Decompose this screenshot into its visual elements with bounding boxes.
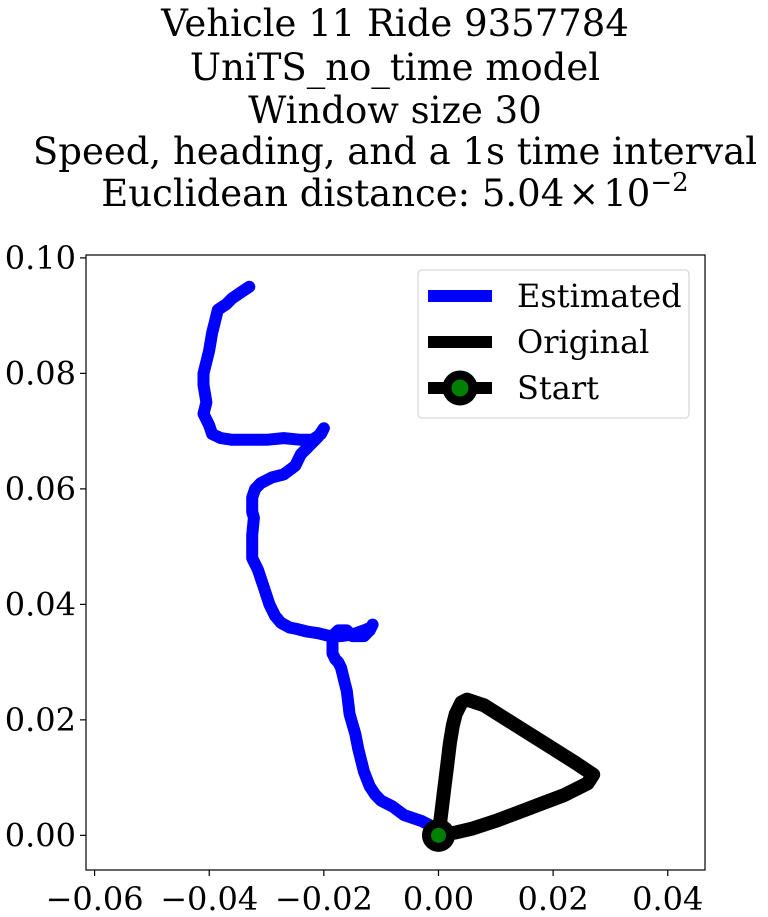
legend-original-label: Original xyxy=(517,323,649,361)
series-layer xyxy=(197,280,601,852)
y-tick-label: 0.00 xyxy=(5,816,76,854)
title-metric-prefix: Euclidean distance: 5.04 xyxy=(101,172,564,215)
y-tick-label: 0.10 xyxy=(5,239,76,277)
title-line-1: Vehicle 11 Ride 9357784 xyxy=(160,2,629,45)
x-tick-label: −0.02 xyxy=(275,880,373,917)
title-line-4: Speed, heading, and a 1s time interval xyxy=(33,130,757,173)
title-line-3: Window size 30 xyxy=(248,89,542,132)
x-tick-label: −0.04 xyxy=(160,880,258,917)
legend: Estimated Original Start xyxy=(417,269,690,419)
title-metric-times: × xyxy=(568,172,599,215)
legend-estimated-label: Estimated xyxy=(517,277,682,315)
title-line-5: Euclidean distance: 5.04 × 10−2 xyxy=(101,168,688,215)
chart-title: Vehicle 11 Ride 9357784 UniTS_no_time mo… xyxy=(33,2,757,215)
y-tick-label: 0.02 xyxy=(5,701,76,739)
axes-frame xyxy=(85,254,706,871)
y-tick-label: 0.08 xyxy=(5,354,76,392)
x-tick-label: 0.02 xyxy=(517,880,588,917)
title-metric-exponent: −2 xyxy=(650,168,688,198)
x-tick-label: 0.04 xyxy=(632,880,703,917)
x-axis-ticks: −0.06 −0.04 −0.02 0.00 0.02 0.04 xyxy=(46,870,703,917)
y-axis-ticks: 0.00 0.02 0.04 0.06 0.08 0.10 xyxy=(5,239,86,854)
legend-frame xyxy=(417,269,690,419)
x-tick-label: −0.06 xyxy=(46,880,144,917)
y-tick-label: 0.04 xyxy=(5,585,76,623)
legend-start-marker xyxy=(442,370,478,406)
x-tick-label: 0.00 xyxy=(403,880,474,917)
start-point-marker xyxy=(421,818,455,852)
original-series-line xyxy=(431,692,601,843)
estimated-series-line xyxy=(197,280,445,842)
legend-start-label: Start xyxy=(517,369,599,407)
y-tick-label: 0.06 xyxy=(5,470,76,508)
title-metric-base: 10 xyxy=(603,172,650,215)
title-line-2: UniTS_no_time model xyxy=(190,46,600,90)
